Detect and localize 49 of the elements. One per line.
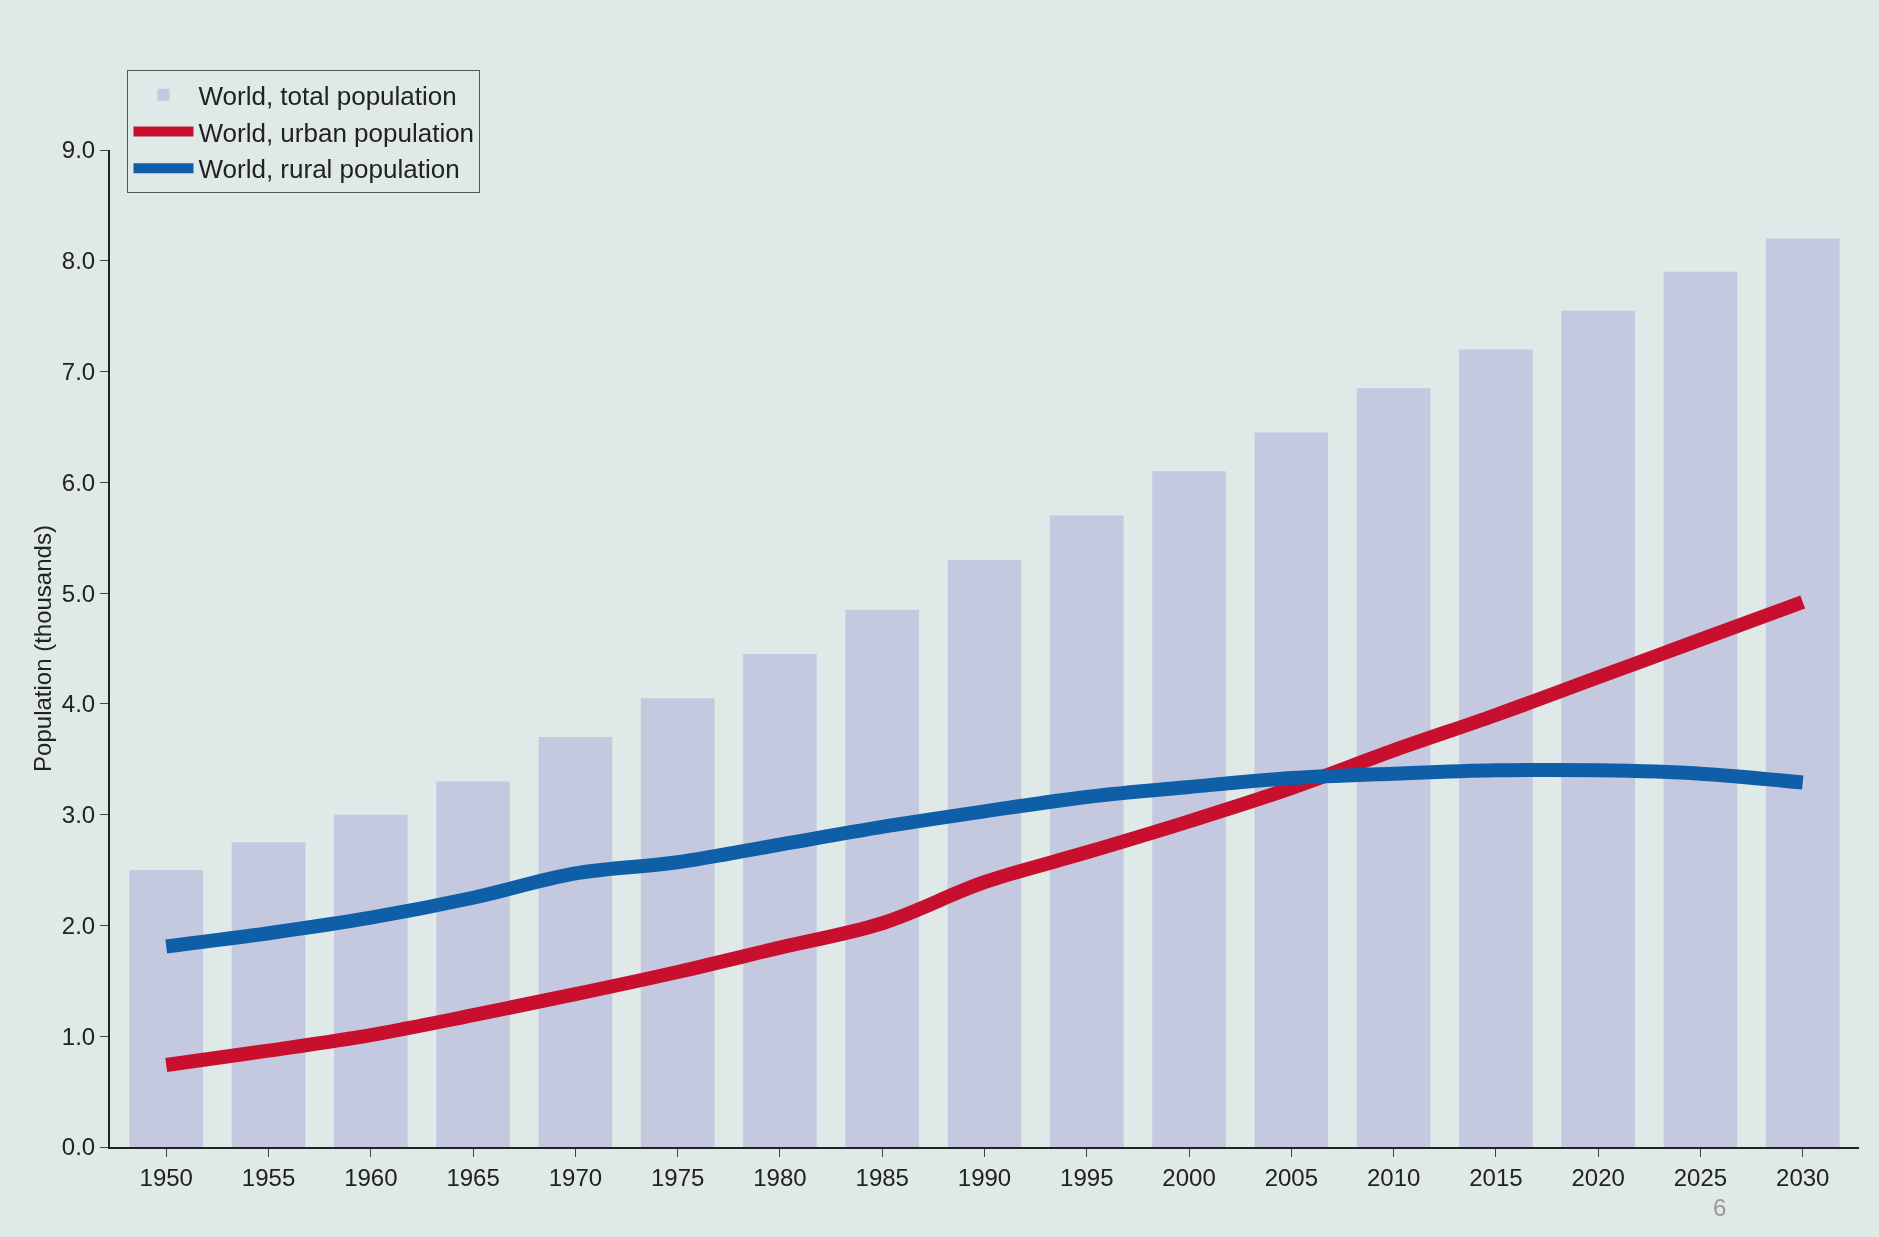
bar — [1049, 515, 1124, 1147]
x-tick-label: 1955 — [241, 1163, 296, 1191]
x-tick-label: 2030 — [1776, 1163, 1830, 1191]
y-tick-label: 6.0 — [61, 468, 96, 496]
bar — [1356, 388, 1431, 1147]
legend-label: World, urban population — [198, 117, 475, 148]
x-tick-label: 2025 — [1673, 1163, 1728, 1191]
bar — [1561, 310, 1636, 1147]
y-tick-label: 4.0 — [61, 690, 96, 718]
x-tick-label: 2000 — [1162, 1163, 1216, 1191]
bar — [1663, 271, 1738, 1147]
y-tick-label: 9.0 — [61, 136, 96, 164]
x-tick-label: 2005 — [1264, 1163, 1319, 1191]
x-tick-label: 1960 — [344, 1163, 398, 1191]
y-tick-label: 8.0 — [61, 247, 96, 275]
bar — [743, 654, 817, 1147]
x-tick-label: 1985 — [855, 1163, 909, 1191]
y-tick-label: 1.0 — [61, 1022, 96, 1050]
text: 6 — [1713, 1194, 1727, 1221]
bar — [129, 870, 204, 1147]
bar — [1254, 432, 1329, 1147]
y-axis-title: Population (thousands) — [29, 525, 56, 772]
x-tick-label: 2015 — [1469, 1163, 1523, 1191]
bar — [1152, 471, 1226, 1147]
bar — [640, 698, 715, 1147]
x-tick-label: 1975 — [650, 1163, 705, 1191]
y-tick-label: 5.0 — [61, 579, 96, 607]
y-tick-label: 2.0 — [61, 911, 96, 939]
legend-label: World, rural population — [198, 154, 460, 185]
bar — [436, 781, 510, 1147]
bar — [947, 559, 1022, 1147]
legend-label: World, total population — [198, 80, 457, 111]
x-tick-label: 1950 — [139, 1163, 193, 1191]
y-tick-label: 3.0 — [61, 801, 96, 829]
bar — [1765, 238, 1840, 1147]
y-tick-label: 7.0 — [61, 357, 96, 385]
x-tick-label: 1995 — [1060, 1163, 1114, 1191]
bar — [845, 609, 920, 1147]
x-tick-label: 2010 — [1366, 1163, 1421, 1191]
x-tick-label: 1980 — [753, 1163, 807, 1191]
y-tick-label: 0.0 — [61, 1133, 96, 1161]
bar — [538, 737, 613, 1147]
bar — [1459, 349, 1533, 1147]
bar — [231, 842, 306, 1147]
x-tick-label: 2020 — [1571, 1163, 1625, 1191]
x-tick-label: 1990 — [957, 1163, 1012, 1191]
x-tick-label: 1970 — [548, 1163, 603, 1191]
x-tick-label: 1965 — [446, 1163, 500, 1191]
bar — [333, 814, 408, 1147]
